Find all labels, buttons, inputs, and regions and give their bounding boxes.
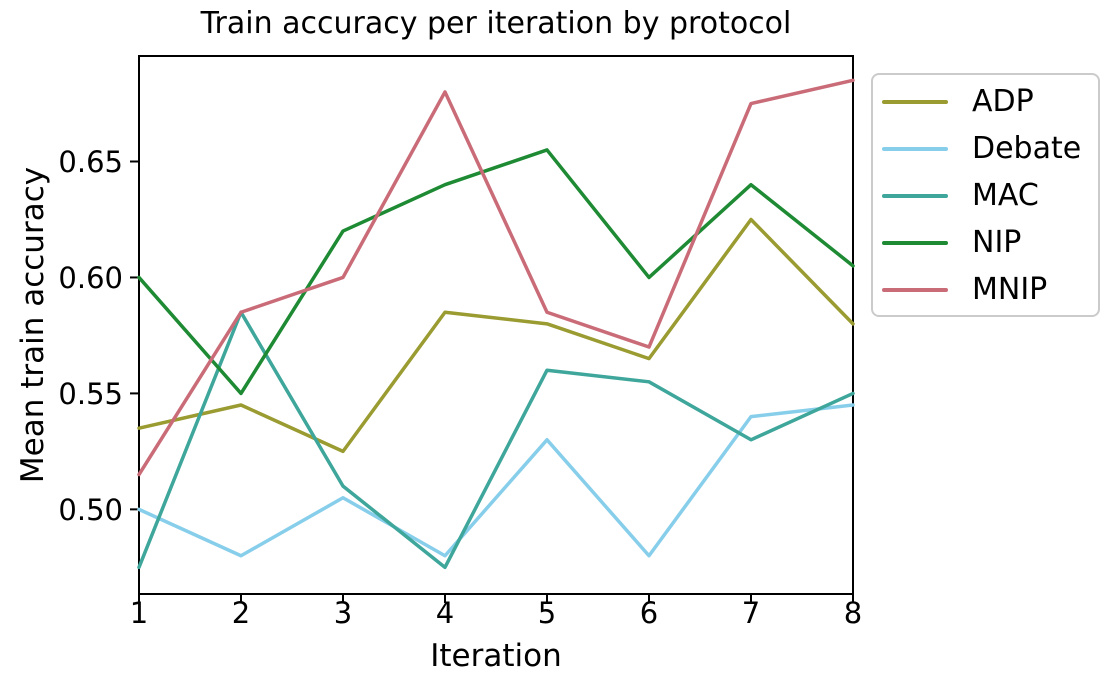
legend-item-adp: ADP xyxy=(873,79,1098,126)
chart-title: Train accuracy per iteration by protocol xyxy=(200,6,792,41)
y-tick-label: 0.50 xyxy=(58,493,123,527)
series-line-adp xyxy=(137,217,855,454)
series-line-mnip xyxy=(137,78,855,477)
x-tick-label: 6 xyxy=(640,596,658,630)
legend-item-nip: NIP xyxy=(873,219,1098,266)
legend-label-mnip: MNIP xyxy=(972,271,1048,307)
x-tick-label: 2 xyxy=(232,596,250,630)
y-tick-label: 0.60 xyxy=(58,261,123,295)
y-axis-label: Mean train accuracy xyxy=(15,166,51,484)
series-line-mac xyxy=(137,310,855,570)
legend-label-adp: ADP xyxy=(972,84,1034,120)
y-tick-label: 0.55 xyxy=(58,377,123,411)
x-tick-label: 5 xyxy=(538,596,556,630)
legend-label-nip: NIP xyxy=(972,224,1022,260)
legend-item-mac: MAC xyxy=(873,173,1098,220)
x-tick-label: 7 xyxy=(742,596,760,630)
x-tick-label: 3 xyxy=(334,596,352,630)
series-line-nip xyxy=(137,148,855,396)
x-tick-label: 1 xyxy=(130,596,148,630)
axes-frame xyxy=(138,55,854,595)
legend-line-swatch-adp xyxy=(882,100,948,105)
x-axis-label: Iteration xyxy=(430,638,562,674)
legend-label-debate: Debate xyxy=(972,131,1082,167)
legend-item-debate: Debate xyxy=(873,126,1098,173)
x-tick-label: 4 xyxy=(436,596,454,630)
legend-line-swatch-debate xyxy=(882,147,948,152)
legend-label-mac: MAC xyxy=(972,177,1039,213)
legend: ADP Debate MAC NIP MNIP xyxy=(871,73,1100,317)
legend-line-swatch-mnip xyxy=(882,287,948,292)
series-line-debate xyxy=(137,403,855,558)
x-tick-label: 8 xyxy=(844,596,862,630)
legend-item-mnip: MNIP xyxy=(873,266,1098,313)
y-tick-label: 0.65 xyxy=(58,145,123,179)
legend-line-swatch-nip xyxy=(882,240,948,245)
legend-line-swatch-mac xyxy=(882,193,948,198)
